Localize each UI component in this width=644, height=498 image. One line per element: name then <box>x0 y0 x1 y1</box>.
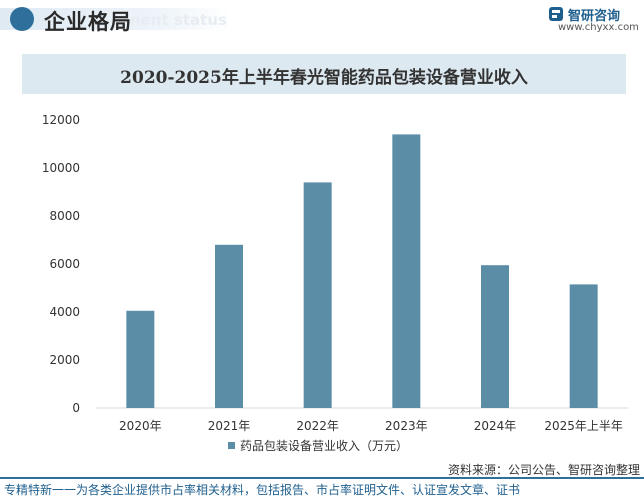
y-tick-label: 4000 <box>49 305 80 319</box>
header-title: 企业格局 <box>44 10 132 34</box>
bar-6 <box>569 284 598 408</box>
chart-title-band: 2020-2025年上半年春光智能药品包装设备营业收入 <box>22 54 626 94</box>
legend-swatch <box>228 442 235 449</box>
x-tick-label: 2021年 <box>208 419 251 433</box>
y-tick-label: 0 <box>72 401 80 415</box>
page-header: nent status 企业格局 <box>0 0 644 40</box>
x-tick-label: 2022年 <box>296 419 339 433</box>
y-tick-label: 8000 <box>49 209 80 223</box>
y-tick-label: 2000 <box>49 353 80 367</box>
footer-rule <box>0 477 644 479</box>
bar-3 <box>303 182 332 408</box>
bar-5 <box>481 265 509 408</box>
brand-url: www.chyxx.com <box>558 22 639 33</box>
bar-4 <box>392 134 421 408</box>
x-tick-label: 2024年 <box>474 419 517 433</box>
brand-name: 智研咨询 <box>568 9 621 24</box>
header-circle-icon <box>10 7 34 31</box>
source-note: 资料来源：公司公告、智研咨询整理 <box>447 463 640 477</box>
x-tick-label: 2025年上半年 <box>544 419 623 433</box>
y-axis: 0 2000 4000 6000 8000 10000 12000 <box>42 113 80 415</box>
y-tick-label: 10000 <box>42 161 80 175</box>
y-tick-label: 6000 <box>49 257 80 271</box>
brand-logo: 智研咨询 www.chyxx.com <box>548 5 640 37</box>
header-bar <box>0 8 230 30</box>
footer-text: 专精特新一一为各类企业提供市占率相关材料，包括报告、市占率证明文件、认证宣发文章… <box>4 483 521 497</box>
legend-label: 药品包装设备营业收入（万元） <box>240 439 408 453</box>
x-axis: 2020年 2021年 2022年 2023年 2024年 2025年上半年 <box>119 419 623 433</box>
x-tick-label: 2023年 <box>385 419 428 433</box>
bar-1 <box>126 310 155 408</box>
y-tick-label: 12000 <box>42 113 80 127</box>
bar-2 <box>215 244 243 408</box>
bars <box>126 134 598 408</box>
brand-logo-icon <box>549 7 563 21</box>
header-subtitle: nent status <box>130 11 227 29</box>
x-tick-label: 2020年 <box>119 419 162 433</box>
chart-title: 2020-2025年上半年春光智能药品包装设备营业收入 <box>120 68 528 88</box>
legend: 药品包装设备营业收入（万元） <box>228 439 408 453</box>
